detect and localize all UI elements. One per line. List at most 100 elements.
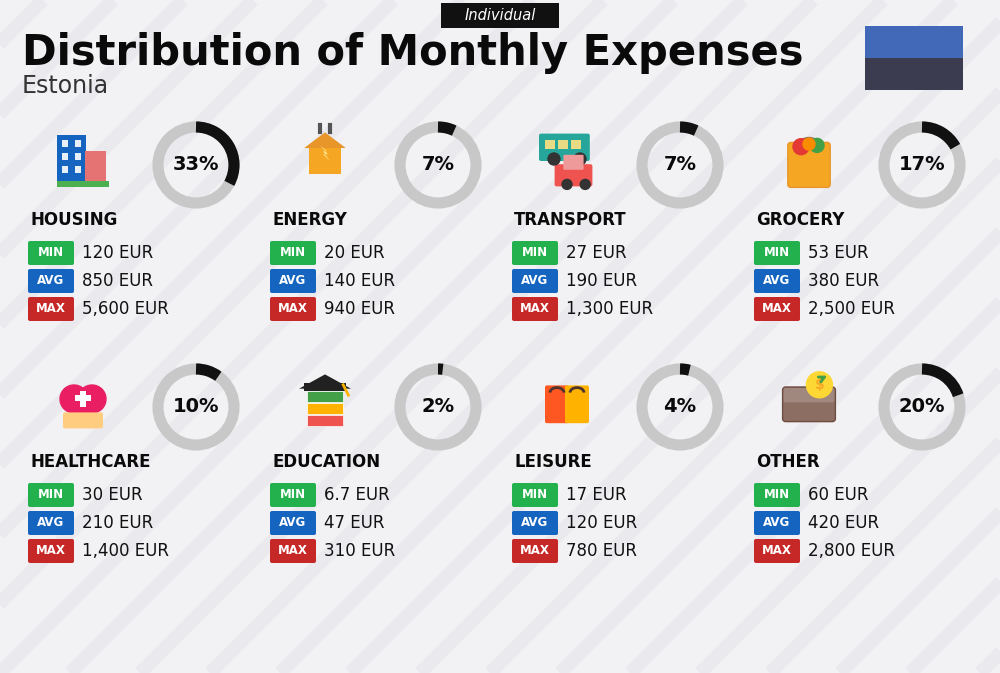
Circle shape xyxy=(548,153,560,165)
Text: MAX: MAX xyxy=(36,544,66,557)
Text: Estonia: Estonia xyxy=(22,74,109,98)
FancyBboxPatch shape xyxy=(307,392,343,402)
Text: AVG: AVG xyxy=(521,275,549,287)
FancyBboxPatch shape xyxy=(28,241,74,265)
Text: AVG: AVG xyxy=(37,275,65,287)
FancyBboxPatch shape xyxy=(75,166,81,173)
Text: MAX: MAX xyxy=(520,302,550,316)
Text: MAX: MAX xyxy=(520,544,550,557)
FancyBboxPatch shape xyxy=(62,166,68,173)
FancyBboxPatch shape xyxy=(85,151,106,187)
Text: $: $ xyxy=(815,378,824,392)
Circle shape xyxy=(793,139,809,155)
FancyBboxPatch shape xyxy=(28,269,74,293)
Text: MAX: MAX xyxy=(36,302,66,316)
FancyBboxPatch shape xyxy=(784,388,834,402)
FancyBboxPatch shape xyxy=(754,539,800,563)
Text: 17 EUR: 17 EUR xyxy=(566,486,627,504)
Text: 310 EUR: 310 EUR xyxy=(324,542,395,560)
Text: MIN: MIN xyxy=(280,246,306,260)
Text: MAX: MAX xyxy=(278,544,308,557)
FancyBboxPatch shape xyxy=(754,297,800,321)
Circle shape xyxy=(580,180,590,189)
Text: 1,400 EUR: 1,400 EUR xyxy=(82,542,169,560)
FancyBboxPatch shape xyxy=(512,483,558,507)
FancyBboxPatch shape xyxy=(75,153,81,160)
Text: MIN: MIN xyxy=(38,489,64,501)
Text: 17%: 17% xyxy=(899,155,945,174)
Text: 4%: 4% xyxy=(663,398,697,417)
Text: AVG: AVG xyxy=(279,275,307,287)
FancyBboxPatch shape xyxy=(754,241,800,265)
Text: 190 EUR: 190 EUR xyxy=(566,272,637,290)
Text: 780 EUR: 780 EUR xyxy=(566,542,637,560)
FancyBboxPatch shape xyxy=(307,415,343,427)
FancyBboxPatch shape xyxy=(304,384,346,391)
Text: 1,300 EUR: 1,300 EUR xyxy=(566,300,653,318)
Text: AVG: AVG xyxy=(763,275,791,287)
FancyBboxPatch shape xyxy=(28,483,74,507)
Text: 6.7 EUR: 6.7 EUR xyxy=(324,486,390,504)
Text: 20 EUR: 20 EUR xyxy=(324,244,385,262)
FancyBboxPatch shape xyxy=(62,153,68,160)
FancyBboxPatch shape xyxy=(57,135,86,187)
Text: 120 EUR: 120 EUR xyxy=(82,244,153,262)
Text: LEISURE: LEISURE xyxy=(514,453,592,471)
Text: MIN: MIN xyxy=(522,489,548,501)
Text: TRANSPORT: TRANSPORT xyxy=(514,211,627,229)
Polygon shape xyxy=(61,399,105,421)
Text: 5,600 EUR: 5,600 EUR xyxy=(82,300,169,318)
FancyBboxPatch shape xyxy=(512,269,558,293)
Text: GROCERY: GROCERY xyxy=(756,211,844,229)
Text: MIN: MIN xyxy=(764,246,790,260)
FancyBboxPatch shape xyxy=(80,391,86,407)
Text: MAX: MAX xyxy=(762,302,792,316)
Text: AVG: AVG xyxy=(37,516,65,530)
Circle shape xyxy=(562,180,572,189)
Circle shape xyxy=(78,385,106,413)
FancyBboxPatch shape xyxy=(571,140,581,149)
Text: 7%: 7% xyxy=(664,155,696,174)
FancyBboxPatch shape xyxy=(865,26,963,58)
Polygon shape xyxy=(304,133,346,148)
FancyBboxPatch shape xyxy=(512,511,558,535)
FancyBboxPatch shape xyxy=(270,241,316,265)
FancyBboxPatch shape xyxy=(565,386,589,423)
FancyBboxPatch shape xyxy=(28,539,74,563)
Text: 53 EUR: 53 EUR xyxy=(808,244,869,262)
FancyBboxPatch shape xyxy=(270,483,316,507)
Text: AVG: AVG xyxy=(763,516,791,530)
FancyBboxPatch shape xyxy=(512,297,558,321)
FancyBboxPatch shape xyxy=(539,134,590,161)
Text: Distribution of Monthly Expenses: Distribution of Monthly Expenses xyxy=(22,32,804,74)
Text: HEALTHCARE: HEALTHCARE xyxy=(30,453,150,471)
FancyBboxPatch shape xyxy=(754,269,800,293)
Text: HOUSING: HOUSING xyxy=(30,211,117,229)
FancyBboxPatch shape xyxy=(441,3,559,28)
Text: 33%: 33% xyxy=(173,155,219,174)
Text: 47 EUR: 47 EUR xyxy=(324,514,384,532)
Polygon shape xyxy=(320,145,330,162)
FancyBboxPatch shape xyxy=(270,297,316,321)
Text: 210 EUR: 210 EUR xyxy=(82,514,153,532)
FancyBboxPatch shape xyxy=(558,140,568,149)
Text: 850 EUR: 850 EUR xyxy=(82,272,153,290)
Text: 27 EUR: 27 EUR xyxy=(566,244,627,262)
FancyBboxPatch shape xyxy=(512,539,558,563)
Text: 140 EUR: 140 EUR xyxy=(324,272,395,290)
Circle shape xyxy=(574,153,586,165)
Circle shape xyxy=(810,139,824,152)
Text: 20%: 20% xyxy=(899,398,945,417)
FancyBboxPatch shape xyxy=(307,403,343,415)
Text: MAX: MAX xyxy=(278,302,308,316)
Polygon shape xyxy=(299,374,351,389)
Circle shape xyxy=(60,385,88,413)
FancyBboxPatch shape xyxy=(270,539,316,563)
FancyBboxPatch shape xyxy=(754,511,800,535)
FancyBboxPatch shape xyxy=(75,395,91,401)
Text: MIN: MIN xyxy=(280,489,306,501)
Circle shape xyxy=(806,371,832,398)
FancyBboxPatch shape xyxy=(563,155,584,170)
FancyBboxPatch shape xyxy=(28,511,74,535)
Text: 380 EUR: 380 EUR xyxy=(808,272,879,290)
